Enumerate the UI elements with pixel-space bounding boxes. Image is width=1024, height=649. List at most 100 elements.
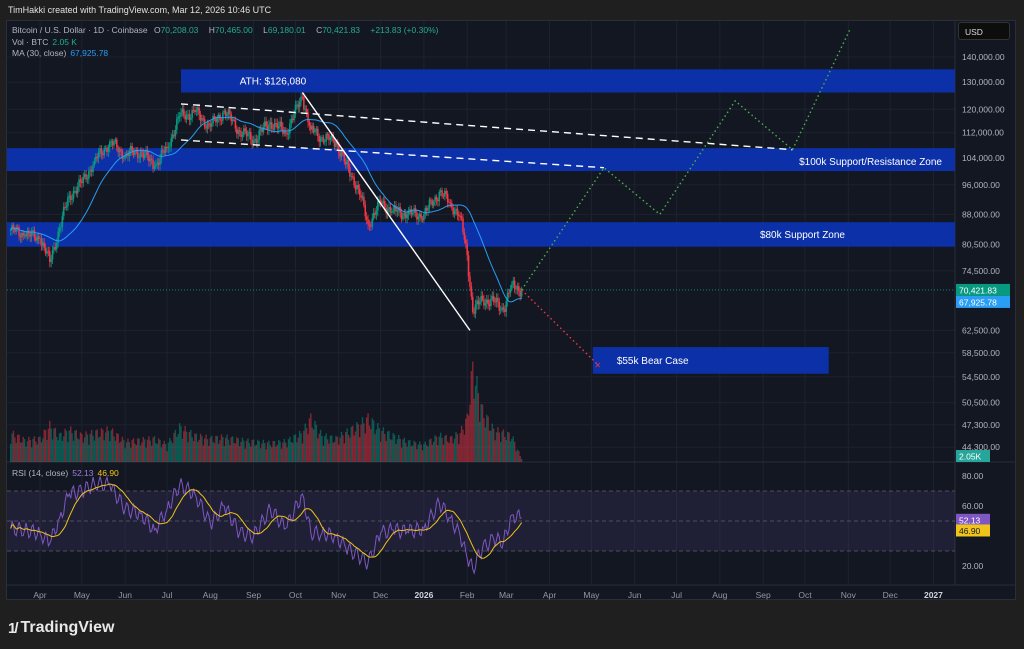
volume-bar: [455, 431, 457, 462]
candle: [339, 153, 341, 157]
volume-bar: [100, 428, 103, 462]
candle: [43, 242, 45, 248]
volume-bar: [213, 443, 216, 462]
volume-bar: [74, 430, 76, 462]
volume-bar: [333, 441, 336, 462]
price-tick-label: 112,000.00: [962, 128, 1004, 138]
candle: [106, 148, 108, 152]
candle: [487, 299, 489, 305]
volume-bar: [220, 434, 223, 462]
candle: [367, 219, 369, 225]
volume-bar: [67, 441, 69, 462]
candle: [265, 121, 267, 126]
candle: [396, 210, 399, 212]
volume-bar: [128, 442, 131, 462]
candle: [423, 214, 425, 221]
candle: [303, 96, 305, 110]
volume-bar: [185, 431, 188, 462]
projection-path-bull: [521, 29, 851, 291]
volume-bar: [413, 440, 415, 462]
candle: [340, 152, 343, 157]
candle: [453, 210, 456, 215]
volume-bar: [402, 439, 404, 462]
volume-bar: [451, 436, 453, 462]
volume-bar: [332, 442, 334, 462]
candle: [217, 114, 220, 118]
candle: [76, 186, 79, 194]
volume-bar: [206, 439, 209, 462]
candle: [182, 109, 185, 116]
volume-bar: [479, 421, 481, 462]
currency-selector[interactable]: USD: [958, 22, 1010, 40]
candle: [256, 139, 259, 143]
candle: [143, 154, 146, 158]
volume-bar: [40, 442, 43, 462]
volume-bar: [350, 426, 353, 462]
chart-panel[interactable]: [6, 20, 1016, 600]
volume-bar: [504, 436, 506, 462]
trendline-dashed: [180, 139, 605, 169]
candle: [104, 148, 107, 149]
rsi-ma-value: 46.90: [97, 468, 119, 478]
candle: [153, 166, 156, 169]
candle: [132, 151, 135, 155]
candle: [361, 196, 364, 198]
price-tick-label: 88,000.00: [962, 209, 1000, 219]
volume-bar: [466, 413, 468, 462]
volume-bar: [392, 432, 394, 462]
candle: [127, 153, 129, 157]
candle: [33, 230, 36, 238]
candle: [293, 114, 295, 121]
price-tick-label: 44,300.00: [962, 442, 1000, 452]
volume-bar: [467, 415, 470, 462]
candle: [21, 232, 23, 238]
volume-bar: [508, 432, 510, 462]
candle: [508, 292, 510, 294]
volume-bar: [174, 429, 177, 462]
candle: [484, 303, 487, 306]
volume-bar: [248, 443, 251, 462]
price-tick-label: 120,000.00: [962, 104, 1005, 114]
candle: [273, 123, 276, 130]
volume-bar: [512, 436, 514, 462]
volume-bar: [374, 434, 376, 462]
volume-bar: [208, 445, 210, 462]
candle: [437, 200, 439, 202]
price-tick-label: 104,000.00: [962, 153, 1005, 163]
candle: [22, 232, 25, 236]
chart-credit: TimHakki created with TradingView.com, M…: [8, 5, 272, 15]
candle: [194, 110, 196, 113]
candle: [60, 226, 62, 229]
rsi-badge: 52.13: [959, 515, 981, 525]
volume-bar: [319, 429, 322, 462]
candle: [142, 152, 145, 158]
volume-bar: [226, 434, 228, 462]
candle: [325, 134, 327, 142]
time-tick-label: Aug: [712, 590, 727, 600]
rsi-band: [7, 491, 955, 551]
candle: [495, 297, 498, 303]
candle: [243, 128, 245, 136]
candle: [275, 123, 277, 124]
volume-bar: [409, 440, 411, 462]
candle: [236, 128, 238, 134]
volume-bar: [410, 446, 413, 462]
volume-bar: [403, 437, 406, 462]
volume-bar: [156, 443, 158, 462]
open-label: O: [153, 25, 161, 35]
volume-bar: [298, 430, 301, 462]
candle: [74, 191, 76, 192]
volume-bar: [148, 436, 150, 462]
candle: [157, 162, 160, 165]
volume-bar: [9, 444, 12, 462]
volume-bar: [167, 442, 170, 462]
candle: [272, 128, 274, 130]
volume-bar: [224, 437, 227, 462]
candle: [382, 201, 385, 204]
volume-bar: [259, 448, 262, 462]
candle: [96, 156, 99, 159]
candle: [185, 114, 188, 120]
candle: [294, 104, 297, 115]
time-tick-label: Nov: [331, 590, 347, 600]
